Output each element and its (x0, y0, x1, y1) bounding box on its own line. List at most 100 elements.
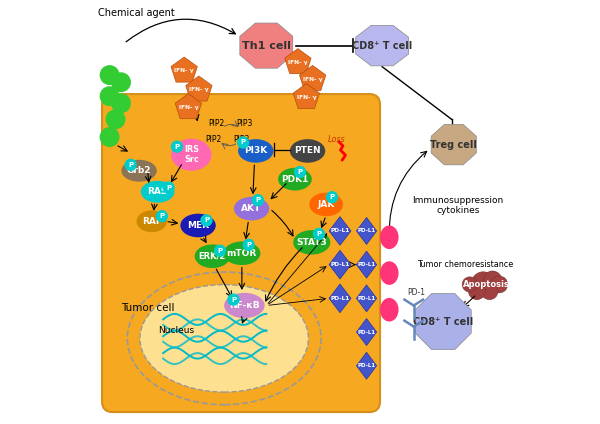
Text: CD8⁺ T cell: CD8⁺ T cell (413, 317, 473, 326)
FancyBboxPatch shape (102, 94, 380, 412)
Text: PIP3: PIP3 (236, 119, 253, 128)
Circle shape (481, 283, 498, 300)
Ellipse shape (234, 197, 269, 220)
Polygon shape (356, 25, 409, 66)
Polygon shape (356, 285, 377, 312)
Text: P: P (316, 231, 322, 237)
Text: PD-L1: PD-L1 (358, 363, 376, 368)
Text: IFN- γ: IFN- γ (179, 105, 198, 110)
Text: Immunosuppression
cytokines: Immunosuppression cytokines (412, 196, 503, 215)
Text: PI3K: PI3K (244, 146, 268, 156)
Text: PD-L1: PD-L1 (331, 262, 350, 267)
Circle shape (100, 128, 119, 146)
Circle shape (100, 87, 119, 106)
Text: Treg cell: Treg cell (430, 139, 477, 150)
Polygon shape (329, 217, 351, 245)
Circle shape (469, 283, 485, 300)
Circle shape (238, 137, 248, 148)
Text: P: P (166, 184, 171, 190)
Circle shape (462, 277, 478, 292)
Text: PIP2: PIP2 (206, 135, 222, 144)
Text: P: P (298, 169, 302, 175)
Text: P: P (217, 248, 223, 254)
Text: mTOR: mTOR (227, 249, 257, 258)
Circle shape (201, 215, 212, 226)
Text: Apoptosis: Apoptosis (463, 280, 510, 289)
Polygon shape (240, 23, 293, 68)
Circle shape (112, 94, 130, 113)
Text: AKT: AKT (241, 204, 262, 213)
Text: P: P (128, 162, 133, 168)
Text: IFN- γ: IFN- γ (189, 87, 209, 92)
Polygon shape (415, 293, 471, 349)
Text: PD-L1: PD-L1 (358, 229, 376, 234)
Text: Loss: Loss (328, 136, 345, 145)
Circle shape (295, 167, 305, 178)
Text: NF-κB: NF-κB (229, 301, 260, 310)
Text: PDK1: PDK1 (281, 175, 308, 184)
Circle shape (112, 73, 130, 92)
Ellipse shape (137, 210, 167, 232)
Circle shape (214, 245, 226, 256)
Text: RAS: RAS (148, 187, 168, 196)
Ellipse shape (290, 139, 325, 163)
Circle shape (313, 229, 325, 240)
Text: Nucleus: Nucleus (158, 326, 194, 335)
Text: P: P (159, 213, 164, 219)
Text: PIP3: PIP3 (233, 135, 250, 144)
Text: IFN- γ: IFN- γ (296, 95, 316, 100)
Text: IFN- γ: IFN- γ (175, 68, 194, 73)
Text: PD-L1: PD-L1 (358, 329, 376, 335)
Text: PD-L1: PD-L1 (358, 296, 376, 301)
Ellipse shape (380, 298, 398, 321)
Ellipse shape (380, 226, 398, 249)
Text: PIP2: PIP2 (208, 119, 225, 128)
Ellipse shape (223, 242, 260, 265)
Polygon shape (284, 49, 311, 74)
Circle shape (163, 182, 174, 193)
Text: P: P (241, 139, 245, 145)
Ellipse shape (309, 192, 343, 216)
Polygon shape (299, 65, 326, 91)
Circle shape (243, 240, 254, 250)
Polygon shape (171, 57, 197, 82)
Ellipse shape (121, 160, 157, 181)
Polygon shape (356, 318, 377, 346)
Ellipse shape (141, 181, 175, 203)
Ellipse shape (224, 293, 265, 318)
Polygon shape (175, 94, 202, 119)
Text: PTEN: PTEN (294, 146, 321, 156)
Circle shape (106, 110, 125, 128)
Text: IFN- γ: IFN- γ (288, 60, 308, 65)
Ellipse shape (181, 214, 216, 237)
Ellipse shape (238, 139, 274, 163)
Text: MEK: MEK (187, 221, 209, 230)
Text: P: P (231, 297, 236, 303)
Ellipse shape (194, 244, 230, 268)
Text: PD-L1: PD-L1 (358, 262, 376, 267)
Text: ERK/2: ERK/2 (199, 252, 226, 261)
Circle shape (228, 294, 239, 305)
Polygon shape (356, 218, 377, 244)
Ellipse shape (171, 139, 212, 171)
Text: CD8⁺ T cell: CD8⁺ T cell (352, 41, 412, 50)
Ellipse shape (278, 168, 312, 190)
Polygon shape (431, 124, 476, 165)
Text: RAF: RAF (142, 217, 162, 226)
Circle shape (172, 141, 182, 152)
Text: P: P (246, 242, 251, 248)
Text: P: P (256, 197, 260, 203)
Text: IFN- γ: IFN- γ (303, 77, 322, 82)
Text: IRS
Src: IRS Src (184, 145, 199, 164)
Polygon shape (356, 352, 377, 379)
Circle shape (472, 272, 495, 296)
Text: P: P (175, 144, 179, 150)
Text: P: P (204, 218, 209, 223)
Circle shape (326, 192, 337, 203)
Ellipse shape (293, 230, 331, 254)
Polygon shape (329, 284, 351, 312)
Text: Chemical agent: Chemical agent (98, 8, 175, 18)
Circle shape (125, 159, 136, 170)
Text: Tumor chemoresistance: Tumor chemoresistance (418, 260, 514, 269)
Polygon shape (329, 250, 351, 279)
